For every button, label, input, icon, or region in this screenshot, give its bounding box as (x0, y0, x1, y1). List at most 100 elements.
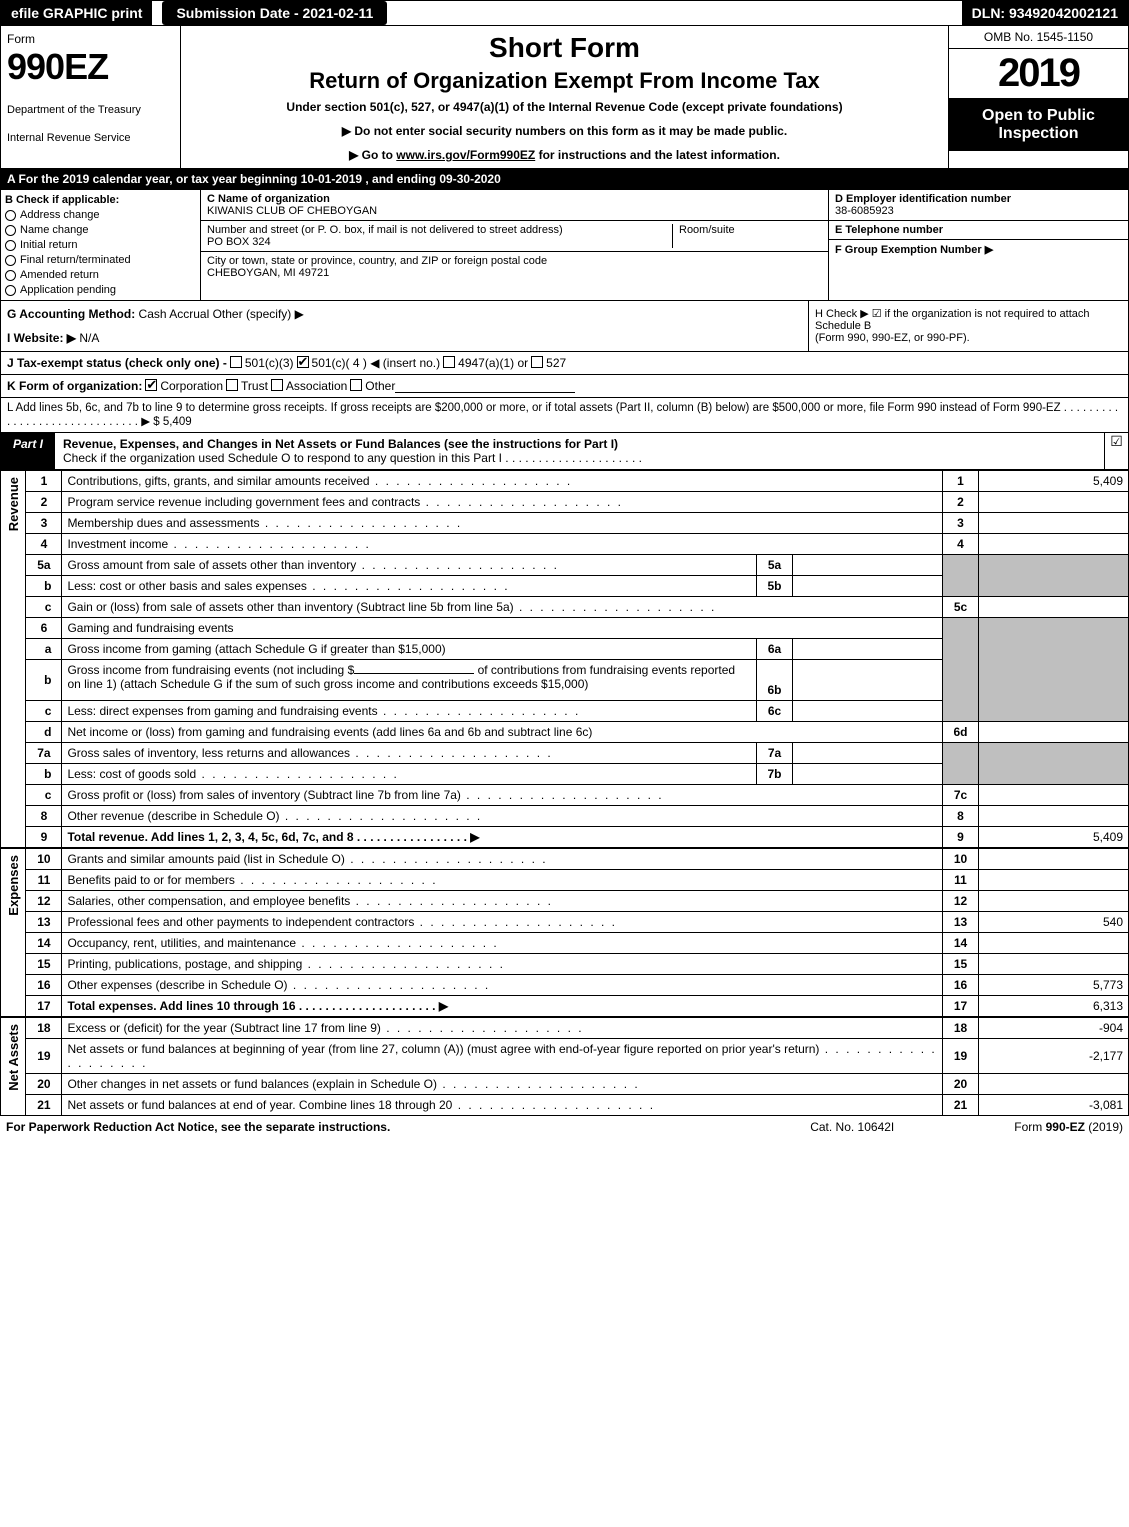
line-21: 21Net assets or fund balances at end of … (26, 1095, 1129, 1116)
addr-value: PO BOX 324 (207, 236, 672, 248)
title-return: Return of Organization Exempt From Incom… (187, 68, 942, 94)
header-center: Short Form Return of Organization Exempt… (181, 26, 948, 168)
line-13: 13Professional fees and other payments t… (26, 912, 1129, 933)
chk-501c[interactable] (297, 356, 309, 368)
line-11: 11Benefits paid to or for members11 (26, 870, 1129, 891)
g-label: G Accounting Method: (7, 307, 135, 321)
side-revenue: Revenue (0, 470, 25, 848)
row-a-tax-year: A For the 2019 calendar year, or tax yea… (0, 169, 1129, 190)
h-line2: (Form 990, 990-EZ, or 990-PF). (815, 332, 1122, 344)
submission-date: Submission Date - 2021-02-11 (162, 1, 387, 25)
f-label: F Group Exemption Number ▶ (835, 243, 1122, 256)
title-short-form: Short Form (187, 32, 942, 64)
h-line1: H Check ▶ ☑ if the organization is not r… (815, 307, 1122, 332)
footer-right: Form 990-EZ (2019) (1014, 1120, 1123, 1134)
e-phone: E Telephone number (829, 221, 1128, 240)
side-expenses: Expenses (0, 848, 25, 1017)
line-18: 18Excess or (deficit) for the year (Subt… (26, 1018, 1129, 1039)
subtitle-under: Under section 501(c), 527, or 4947(a)(1)… (187, 100, 942, 114)
k-other-input[interactable] (395, 379, 575, 393)
g-accounting: G Accounting Method: Cash Accrual Other … (1, 301, 808, 351)
chk-address-change[interactable]: Address change (5, 209, 196, 221)
line-8: 8Other revenue (describe in Schedule O)8 (26, 806, 1129, 827)
top-bar: efile GRAPHIC print Submission Date - 20… (0, 0, 1129, 26)
row-k: K Form of organization: Corporation Trus… (0, 375, 1129, 398)
part-i-checkbox[interactable]: ☑ (1104, 433, 1128, 469)
revenue-table: 1Contributions, gifts, grants, and simil… (25, 470, 1129, 848)
footer-left: For Paperwork Reduction Act Notice, see … (6, 1120, 810, 1134)
row-j: J Tax-exempt status (check only one) - 5… (0, 352, 1129, 375)
goto-link[interactable]: www.irs.gov/Form990EZ (396, 148, 535, 162)
dept-irs: Internal Revenue Service (7, 132, 174, 144)
k-label: K Form of organization: (7, 379, 142, 393)
line-20: 20Other changes in net assets or fund ba… (26, 1074, 1129, 1095)
expenses-table: 10Grants and similar amounts paid (list … (25, 848, 1129, 1017)
chk-501c3[interactable] (230, 356, 242, 368)
row-address: Number and street (or P. O. box, if mail… (201, 221, 828, 252)
line-3: 3Membership dues and assessments3 (26, 513, 1129, 534)
room-suite-label: Room/suite (672, 224, 822, 248)
c-label: C Name of organization (207, 193, 377, 205)
line-9: 9Total revenue. Add lines 1, 2, 3, 4, 5c… (26, 827, 1129, 848)
chk-assoc[interactable] (271, 379, 283, 391)
chk-corp[interactable] (145, 379, 157, 391)
d-label: D Employer identification number (835, 193, 1122, 205)
chk-application-pending[interactable]: Application pending (5, 284, 196, 296)
city-value: CHEBOYGAN, MI 49721 (207, 267, 547, 279)
warning-line: ▶ Do not enter social security numbers o… (187, 124, 942, 138)
expenses-section: Expenses 10Grants and similar amounts pa… (0, 848, 1129, 1017)
line-7a: 7aGross sales of inventory, less returns… (26, 743, 1129, 764)
row-c-name: C Name of organization KIWANIS CLUB OF C… (201, 190, 828, 221)
netassets-section: Net Assets 18Excess or (deficit) for the… (0, 1017, 1129, 1116)
chk-other-org[interactable] (350, 379, 362, 391)
line-10: 10Grants and similar amounts paid (list … (26, 849, 1129, 870)
form-number: 990EZ (7, 46, 174, 88)
addr-label: Number and street (or P. O. box, if mail… (207, 224, 672, 236)
chk-527[interactable] (531, 356, 543, 368)
revenue-section: Revenue 1Contributions, gifts, grants, a… (0, 470, 1129, 848)
part-i-check: Check if the organization used Schedule … (63, 451, 642, 465)
goto-pre: ▶ Go to (349, 148, 396, 162)
line-12: 12Salaries, other compensation, and empl… (26, 891, 1129, 912)
efile-label: efile GRAPHIC print (1, 1, 152, 25)
chk-final-return[interactable]: Final return/terminated (5, 254, 196, 266)
header-left: Form 990EZ Department of the Treasury In… (1, 26, 181, 168)
part-i-title: Revenue, Expenses, and Changes in Net As… (55, 433, 1104, 469)
f-group: F Group Exemption Number ▶ (829, 240, 1128, 259)
chk-4947[interactable] (443, 356, 455, 368)
line-5c: cGain or (loss) from sale of assets othe… (26, 597, 1129, 618)
line-4: 4Investment income4 (26, 534, 1129, 555)
website-value: N/A (79, 331, 99, 345)
g-other: Other (specify) ▶ (213, 307, 304, 321)
d-value: 38-6085923 (835, 205, 1122, 217)
line-1: 1Contributions, gifts, grants, and simil… (26, 471, 1129, 492)
j-label: J Tax-exempt status (check only one) - (7, 356, 227, 370)
dept-treasury: Department of the Treasury (7, 104, 174, 116)
netassets-table: 18Excess or (deficit) for the year (Subt… (25, 1017, 1129, 1116)
d-ein: D Employer identification number 38-6085… (829, 190, 1128, 221)
line-14: 14Occupancy, rent, utilities, and mainte… (26, 933, 1129, 954)
form-header: Form 990EZ Department of the Treasury In… (0, 26, 1129, 169)
line-19: 19Net assets or fund balances at beginni… (26, 1039, 1129, 1074)
e-label: E Telephone number (835, 224, 1122, 236)
chk-amended-return[interactable]: Amended return (5, 269, 196, 281)
h-check: H Check ▶ ☑ if the organization is not r… (808, 301, 1128, 351)
col-b: B Check if applicable: Address change Na… (1, 190, 201, 300)
row-city: City or town, state or province, country… (201, 252, 828, 282)
chk-name-change[interactable]: Name change (5, 224, 196, 236)
chk-initial-return[interactable]: Initial return (5, 239, 196, 251)
city-label: City or town, state or province, country… (207, 255, 547, 267)
row-gh: G Accounting Method: Cash Accrual Other … (0, 301, 1129, 352)
line-16: 16Other expenses (describe in Schedule O… (26, 975, 1129, 996)
line-6: 6Gaming and fundraising events (26, 618, 1129, 639)
tax-year: 2019 (949, 49, 1128, 99)
line-6d: dNet income or (loss) from gaming and fu… (26, 722, 1129, 743)
line-17: 17Total expenses. Add lines 10 through 1… (26, 996, 1129, 1017)
footer-catno: Cat. No. 10642I (810, 1120, 894, 1134)
page-footer: For Paperwork Reduction Act Notice, see … (0, 1116, 1129, 1138)
block-bcdef: B Check if applicable: Address change Na… (0, 190, 1129, 301)
line-7c: cGross profit or (loss) from sales of in… (26, 785, 1129, 806)
part-i-header: Part I Revenue, Expenses, and Changes in… (0, 433, 1129, 470)
chk-trust[interactable] (226, 379, 238, 391)
open-to-public: Open to Public Inspection (949, 99, 1128, 151)
